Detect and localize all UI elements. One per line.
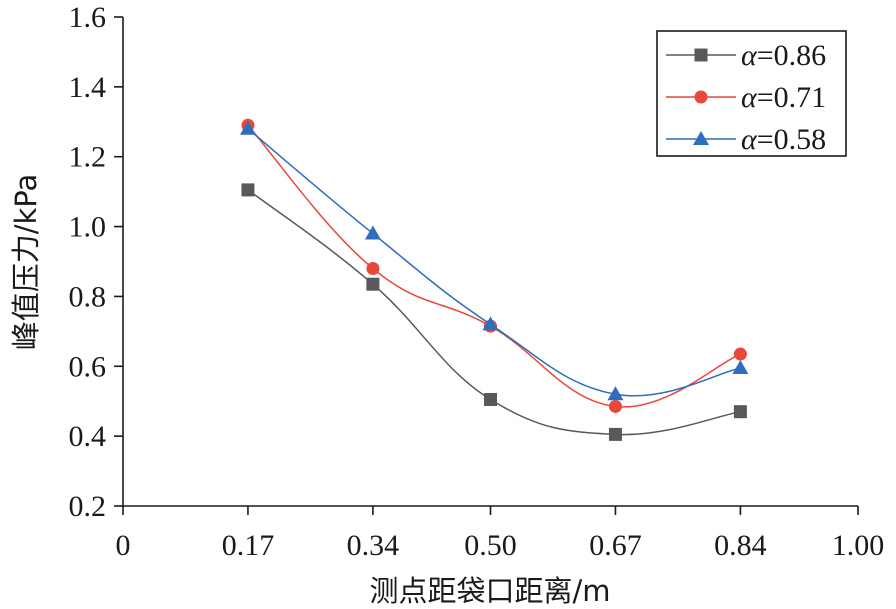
data-point (482, 316, 499, 331)
data-point (607, 386, 624, 401)
series-0 (241, 183, 747, 441)
legend-value: =0.58 (757, 123, 826, 156)
y-tick-label: 1.0 (69, 211, 107, 244)
data-point (366, 261, 380, 275)
series-1 (241, 118, 747, 413)
legend-label: α=0.71 (741, 81, 826, 114)
legend-symbol: α (741, 81, 758, 114)
y-tick-label: 1.2 (69, 141, 107, 174)
data-point (241, 183, 255, 197)
legend: α=0.86α=0.71α=0.58 (656, 30, 847, 157)
y-axis-ticks: 0.2 0.4 0.6 0.8 1.0 1.2 1.4 1.6 (69, 1, 123, 523)
legend-symbol: α (741, 39, 758, 72)
legend-label: α=0.58 (741, 123, 826, 156)
data-point (484, 392, 497, 406)
x-axis-title: 测点距袋口距离/m (369, 574, 610, 608)
y-tick-label: 0.6 (69, 350, 107, 383)
legend-symbol: α (741, 123, 758, 156)
data-point (732, 360, 749, 375)
data-point (733, 405, 747, 419)
data-point (364, 225, 381, 240)
y-tick-label: 1.4 (69, 71, 107, 104)
y-tick-label: 0.4 (69, 420, 107, 453)
series-2 (239, 120, 749, 401)
legend-box (656, 30, 847, 157)
y-tick-label: 1.6 (69, 1, 107, 34)
x-tick-label: 0.84 (714, 529, 767, 562)
series-line (247, 124, 741, 408)
legend-marker (693, 131, 709, 145)
x-tick-label: 1.00 (832, 529, 885, 562)
y-axis-title: 峰值压力/kPa (9, 174, 43, 351)
data-point (608, 399, 622, 413)
data-point (733, 347, 747, 361)
x-axis-ticks: 0 0.17 0.34 0.50 0.67 0.84 1.00 (116, 506, 885, 562)
y-tick-label: 0.2 (69, 490, 107, 523)
legend-value: =0.71 (757, 81, 826, 114)
series-line (247, 128, 741, 397)
series-layer (239, 118, 749, 441)
data-point (608, 427, 622, 441)
y-tick-label: 0.8 (69, 280, 107, 313)
x-tick-label: 0 (116, 529, 131, 562)
data-point (239, 120, 256, 135)
legend-value: =0.86 (757, 39, 826, 72)
x-tick-label: 0.17 (222, 529, 275, 562)
legend-label: α=0.86 (741, 39, 826, 72)
x-tick-label: 0.34 (347, 529, 400, 562)
legend-marker (694, 48, 708, 62)
legend-marker (694, 90, 708, 104)
x-tick-label: 0.50 (464, 529, 517, 562)
x-tick-label: 0.67 (589, 529, 642, 562)
data-point (366, 277, 380, 291)
